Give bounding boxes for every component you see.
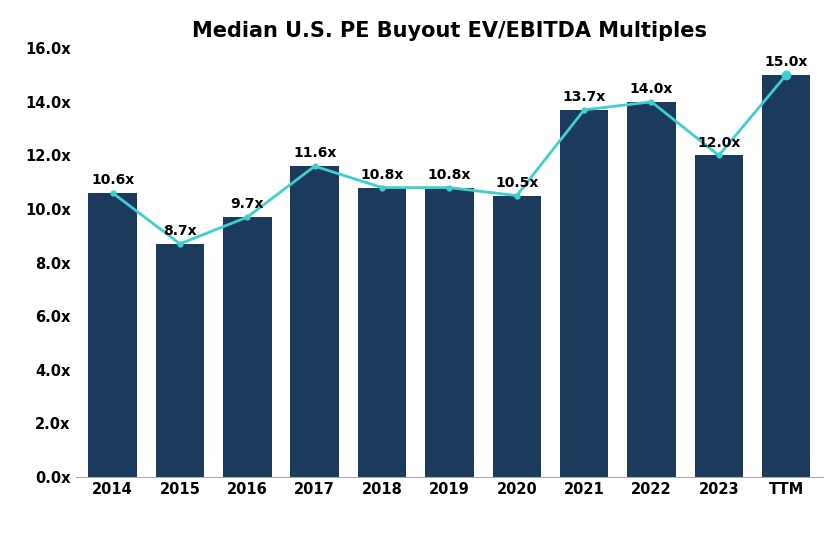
Title: Median U.S. PE Buyout EV/EBITDA Multiples: Median U.S. PE Buyout EV/EBITDA Multiple…	[192, 21, 707, 41]
Text: 13.7x: 13.7x	[563, 90, 606, 104]
Text: 11.6x: 11.6x	[293, 146, 336, 160]
Bar	[88, 193, 137, 477]
Bar	[425, 188, 474, 477]
Bar	[695, 155, 743, 477]
Bar	[223, 217, 271, 477]
Bar	[358, 188, 407, 477]
Text: 14.0x: 14.0x	[630, 82, 673, 96]
Text: 10.6x: 10.6x	[91, 173, 134, 187]
Bar	[627, 102, 675, 477]
Bar	[492, 196, 541, 477]
Bar	[155, 244, 204, 477]
Bar	[291, 166, 339, 477]
Text: 10.8x: 10.8x	[360, 168, 404, 182]
Bar	[559, 110, 608, 477]
Bar	[762, 75, 811, 477]
Text: 15.0x: 15.0x	[764, 55, 808, 69]
Text: 10.5x: 10.5x	[495, 176, 538, 190]
Text: 12.0x: 12.0x	[697, 136, 741, 150]
Text: 9.7x: 9.7x	[231, 197, 264, 211]
Text: 10.8x: 10.8x	[428, 168, 471, 182]
Text: 8.7x: 8.7x	[163, 224, 197, 238]
